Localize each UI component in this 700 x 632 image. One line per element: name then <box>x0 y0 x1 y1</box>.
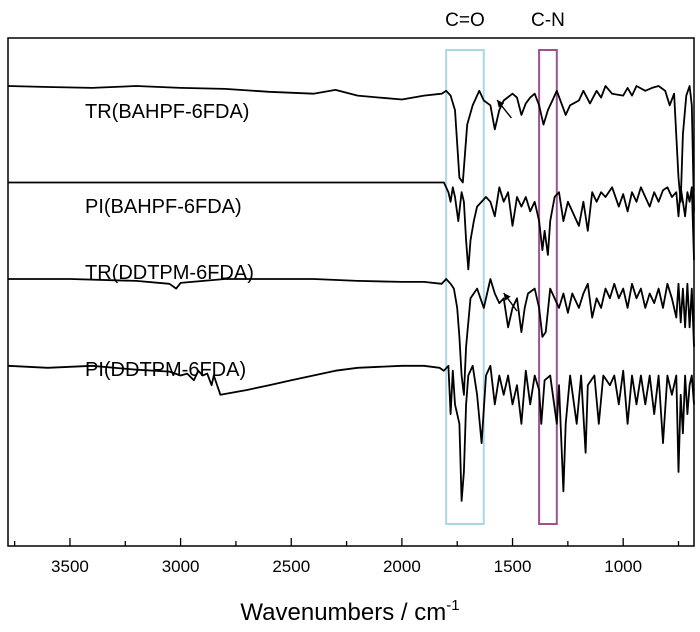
annotation-arrowhead-1 <box>497 100 505 108</box>
series-label-pi-ddtpm: PI(DDTPM-6FDA) <box>85 359 246 381</box>
annotation-c-o-label: C=O <box>445 10 485 31</box>
annotation-box-c-n <box>538 49 558 525</box>
annotation-arrowhead-2 <box>503 293 511 301</box>
series-line-tr-ddtpm-6fda <box>8 278 695 396</box>
x-tick-label-2500: 2500 <box>272 557 310 576</box>
annotation-c-n-label: C-N <box>531 10 565 31</box>
series-line-pi-ddtpm-6fda <box>7 364 695 502</box>
series-label-tr-ddtpm: TR(DDTPM-6FDA) <box>85 262 254 284</box>
x-tick-label-3500: 3500 <box>51 557 89 576</box>
x-tick-label-1500: 1500 <box>494 557 532 576</box>
series-label-tr-bahpf: TR(BAHPF-6FDA) <box>85 101 249 123</box>
x-axis-title: Wavenumbers / cm-1 <box>240 597 459 626</box>
annotation-box-c-o <box>445 49 485 525</box>
series-line-pi-bahpf-6fda <box>8 181 695 271</box>
x-tick-label-1000: 1000 <box>604 557 642 576</box>
x-axis-title-superscript: -1 <box>446 597 459 614</box>
x-axis-title-text: Wavenumbers / cm <box>240 599 446 626</box>
series-label-pi-bahpf: PI(BAHPF-6FDA) <box>85 196 242 218</box>
plot-frame <box>7 37 695 547</box>
x-tick-label-2000: 2000 <box>383 557 421 576</box>
series-line-tr-bahpf-6fda <box>7 85 695 212</box>
x-tick-label-3000: 3000 <box>162 557 200 576</box>
